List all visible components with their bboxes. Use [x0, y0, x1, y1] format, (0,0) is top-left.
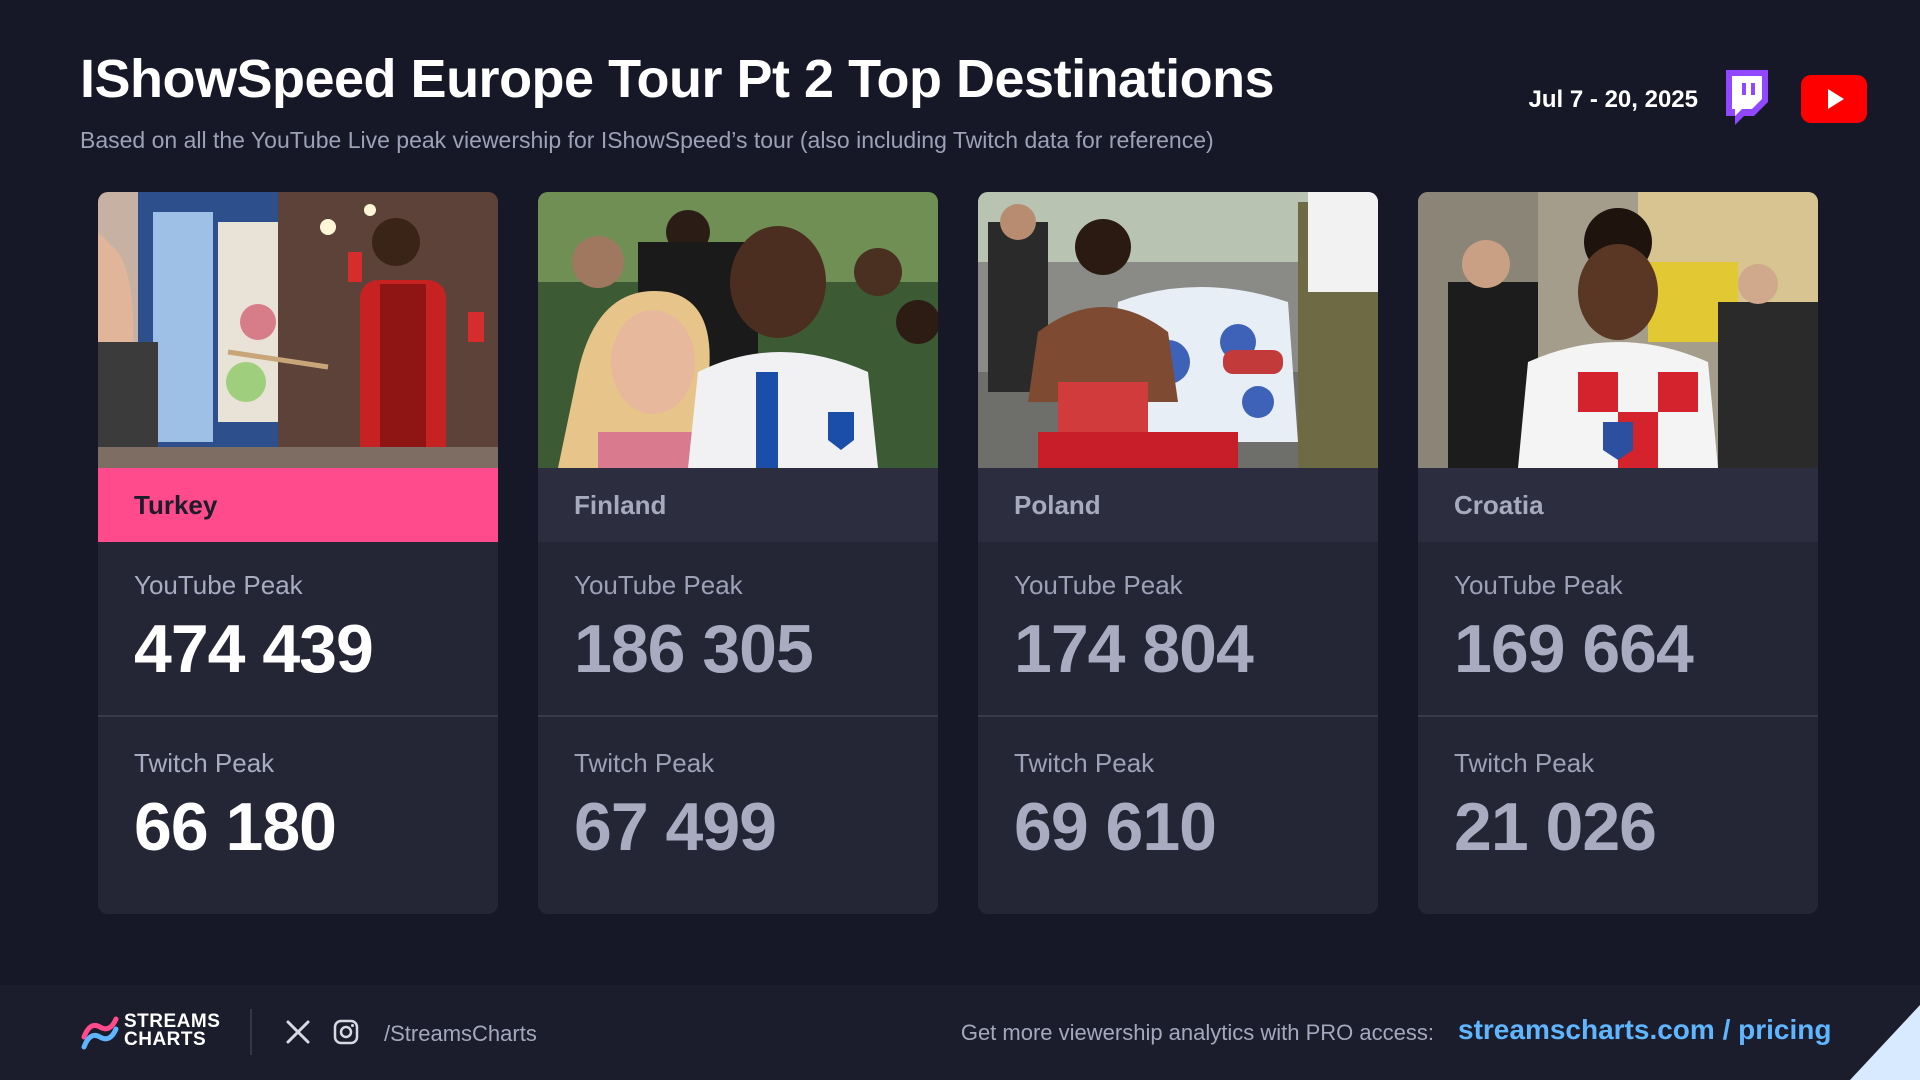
youtube-icon	[1801, 75, 1867, 123]
twitch-peak-value: 21 026	[1454, 789, 1657, 865]
country-name: Croatia	[1418, 468, 1818, 542]
brand-line-1: STREAMS	[124, 1011, 221, 1032]
youtube-peak-label: YouTube Peak	[1454, 570, 1623, 600]
twitch-peak-value: 67 499	[574, 789, 777, 865]
date-range: Jul 7 - 20, 2025	[1528, 86, 1698, 113]
youtube-peak-value: 174 804	[1014, 611, 1254, 687]
pricing-link[interactable]: streamscharts.com / pricing	[1458, 1014, 1832, 1045]
destination-photo	[1418, 192, 1818, 468]
destination-card-poland: Poland YouTube Peak 174 804 Twitch Peak …	[978, 192, 1378, 914]
youtube-peak-value: 186 305	[574, 611, 814, 687]
country-name: Finland	[538, 468, 938, 542]
youtube-peak-label: YouTube Peak	[574, 570, 743, 600]
youtube-peak-value: 474 439	[134, 611, 374, 687]
country-name: Poland	[978, 468, 1378, 542]
page-title: IShowSpeed Europe Tour Pt 2 Top Destinat…	[80, 49, 1275, 109]
social-handle[interactable]: /StreamsCharts	[384, 1021, 537, 1046]
page-subtitle: Based on all the YouTube Live peak viewe…	[80, 127, 1214, 153]
twitch-peak-value: 66 180	[134, 789, 337, 865]
twitch-peak-label: Twitch Peak	[1454, 748, 1595, 778]
twitch-peak-label: Twitch Peak	[1014, 748, 1155, 778]
twitch-peak-value: 69 610	[1014, 789, 1217, 865]
destination-card-croatia: Croatia YouTube Peak 169 664 Twitch Peak…	[1418, 192, 1818, 914]
country-name: Turkey	[98, 468, 498, 542]
promo-text: Get more viewership analytics with PRO a…	[960, 1020, 1434, 1045]
youtube-peak-label: YouTube Peak	[134, 570, 303, 600]
footer-divider	[250, 1009, 252, 1055]
youtube-peak-label: YouTube Peak	[1014, 570, 1183, 600]
destination-photo	[98, 192, 498, 468]
twitch-peak-label: Twitch Peak	[574, 748, 715, 778]
twitch-icon	[1726, 70, 1768, 125]
destination-photo	[538, 192, 938, 468]
divider	[1418, 715, 1818, 717]
footer: STREAMS CHARTS /StreamsCharts Get more v…	[0, 985, 1920, 1080]
turkey-photo	[98, 192, 498, 468]
twitch-peak-label: Twitch Peak	[134, 748, 275, 778]
instagram-icon[interactable]	[333, 1019, 359, 1045]
divider	[538, 715, 938, 717]
brand-line-2: CHARTS	[124, 1029, 207, 1050]
destination-photo	[978, 192, 1378, 468]
finland-photo	[538, 192, 938, 468]
destination-card-finland: Finland YouTube Peak 186 305 Twitch Peak…	[538, 192, 938, 914]
brand-name: STREAMS CHARTS	[124, 1011, 221, 1050]
streams-charts-logo-icon	[81, 1016, 119, 1050]
youtube-peak-value: 169 664	[1454, 611, 1694, 687]
divider	[98, 715, 498, 717]
poland-photo	[978, 192, 1378, 468]
divider	[978, 715, 1378, 717]
croatia-photo	[1418, 192, 1818, 468]
destination-card-turkey: Turkey YouTube Peak 474 439 Twitch Peak …	[98, 192, 498, 914]
x-icon[interactable]	[285, 1019, 311, 1045]
corner-decoration	[1850, 1005, 1920, 1080]
